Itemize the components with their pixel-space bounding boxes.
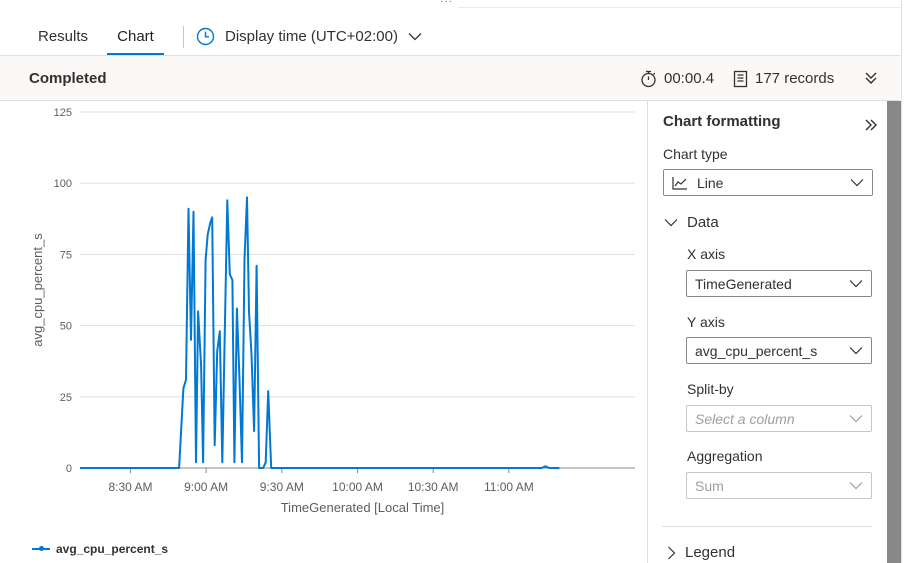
y-tick-label: 75 xyxy=(60,249,72,261)
chevron-down-icon xyxy=(850,179,864,187)
y-axis-title: avg_cpu_percent_s xyxy=(30,233,45,347)
split-by-dropdown[interactable]: Select a column xyxy=(686,405,872,432)
tab-results[interactable]: Results xyxy=(38,28,89,45)
chevron-down-icon xyxy=(408,33,422,41)
records-icon xyxy=(733,70,748,87)
stopwatch-icon xyxy=(641,70,656,87)
legend-entry: avg_cpu_percent_s xyxy=(56,542,169,556)
chevron-down-icon xyxy=(849,482,863,490)
panel-title: Chart formatting xyxy=(663,113,781,130)
x-tick-label: 10:30 AM xyxy=(408,480,459,494)
y-axis-dropdown[interactable]: avg_cpu_percent_s xyxy=(686,337,872,364)
query-duration: 00:00.4 xyxy=(640,56,714,101)
y-axis-value: avg_cpu_percent_s xyxy=(695,342,818,359)
clock-icon xyxy=(196,27,215,46)
top-divider xyxy=(458,7,911,8)
legend-section-toggle[interactable]: Legend xyxy=(667,544,735,561)
x-tick-label: 10:00 AM xyxy=(332,480,383,494)
top-strip: ··· xyxy=(0,0,911,10)
data-section-toggle[interactable]: Data xyxy=(664,214,719,231)
split-by-placeholder: Select a column xyxy=(695,410,795,427)
x-axis-label: X axis xyxy=(687,246,726,262)
right-edge xyxy=(901,0,911,563)
tab-chart[interactable]: Chart xyxy=(107,18,164,55)
chevron-down-icon xyxy=(849,347,863,355)
scrollbar-thumb[interactable] xyxy=(887,101,901,563)
chart-type-label: Chart type xyxy=(663,146,728,162)
records-value: 177 records xyxy=(755,70,835,87)
chart-area: 0 25 50 75 100 125 8:30 AM 9:00 AM 9:30 AM 10:00 … xyxy=(0,101,647,563)
y-tick-label: 100 xyxy=(54,178,72,190)
status-bar: Completed 00:00.4 177 records xyxy=(0,56,900,101)
x-axis-value: TimeGenerated xyxy=(695,275,792,292)
legend-swatch xyxy=(32,546,50,551)
chevron-down-icon xyxy=(849,280,863,288)
display-time-dropdown[interactable]: Display time (UTC+02:00) xyxy=(196,18,432,55)
x-tick-label: 11:00 AM xyxy=(484,480,534,494)
aggregation-value: Sum xyxy=(695,477,724,494)
x-axis-dropdown[interactable]: TimeGenerated xyxy=(686,270,872,297)
chevron-right-icon xyxy=(668,546,676,559)
resize-grip-icon[interactable]: ··· xyxy=(440,0,453,7)
tab-separator xyxy=(183,26,184,48)
line-chart-icon xyxy=(672,176,687,190)
duration-value: 00:00.4 xyxy=(664,70,715,87)
tab-bar: Results Chart Display time (UTC+02:00) xyxy=(0,18,900,56)
split-by-label: Split-by xyxy=(687,381,734,397)
chevron-down-icon xyxy=(849,415,863,423)
double-chevron-down-icon[interactable] xyxy=(862,69,880,87)
line-chart: 0 25 50 75 100 125 8:30 AM 9:00 AM 9:30 AM 10:00 … xyxy=(30,107,635,515)
chart-formatting-panel: Chart formatting Chart type Line Data X … xyxy=(647,101,887,563)
record-count: 177 records xyxy=(733,56,834,101)
y-tick-label: 25 xyxy=(60,392,72,404)
query-status: Completed xyxy=(29,70,107,87)
display-time-label: Display time (UTC+02:00) xyxy=(225,28,398,45)
x-tick-label: 8:30 AM xyxy=(108,480,152,494)
chart-type-value: Line xyxy=(697,174,724,191)
double-chevron-right-icon[interactable] xyxy=(863,117,879,133)
y-tick-label: 125 xyxy=(54,107,72,119)
y-tick-label: 50 xyxy=(60,321,72,333)
aggregation-label: Aggregation xyxy=(687,448,763,464)
y-axis-label: Y axis xyxy=(687,314,725,330)
y-tick-label: 0 xyxy=(66,463,72,475)
aggregation-dropdown: Sum xyxy=(686,472,872,499)
panel-scrollbar[interactable] xyxy=(887,101,901,563)
chart-type-dropdown[interactable]: Line xyxy=(663,169,873,196)
legend-section-label: Legend xyxy=(685,544,736,561)
x-axis-title: TimeGenerated [Local Time] xyxy=(281,500,445,515)
chart-legend[interactable]: avg_cpu_percent_s xyxy=(32,542,168,556)
x-tick-label: 9:30 AM xyxy=(260,480,304,494)
x-tick-label: 9:00 AM xyxy=(184,480,228,494)
chevron-down-icon xyxy=(664,219,678,227)
series-line-avg-cpu xyxy=(80,196,560,469)
data-section-label: Data xyxy=(687,214,719,231)
panel-divider xyxy=(662,526,872,527)
